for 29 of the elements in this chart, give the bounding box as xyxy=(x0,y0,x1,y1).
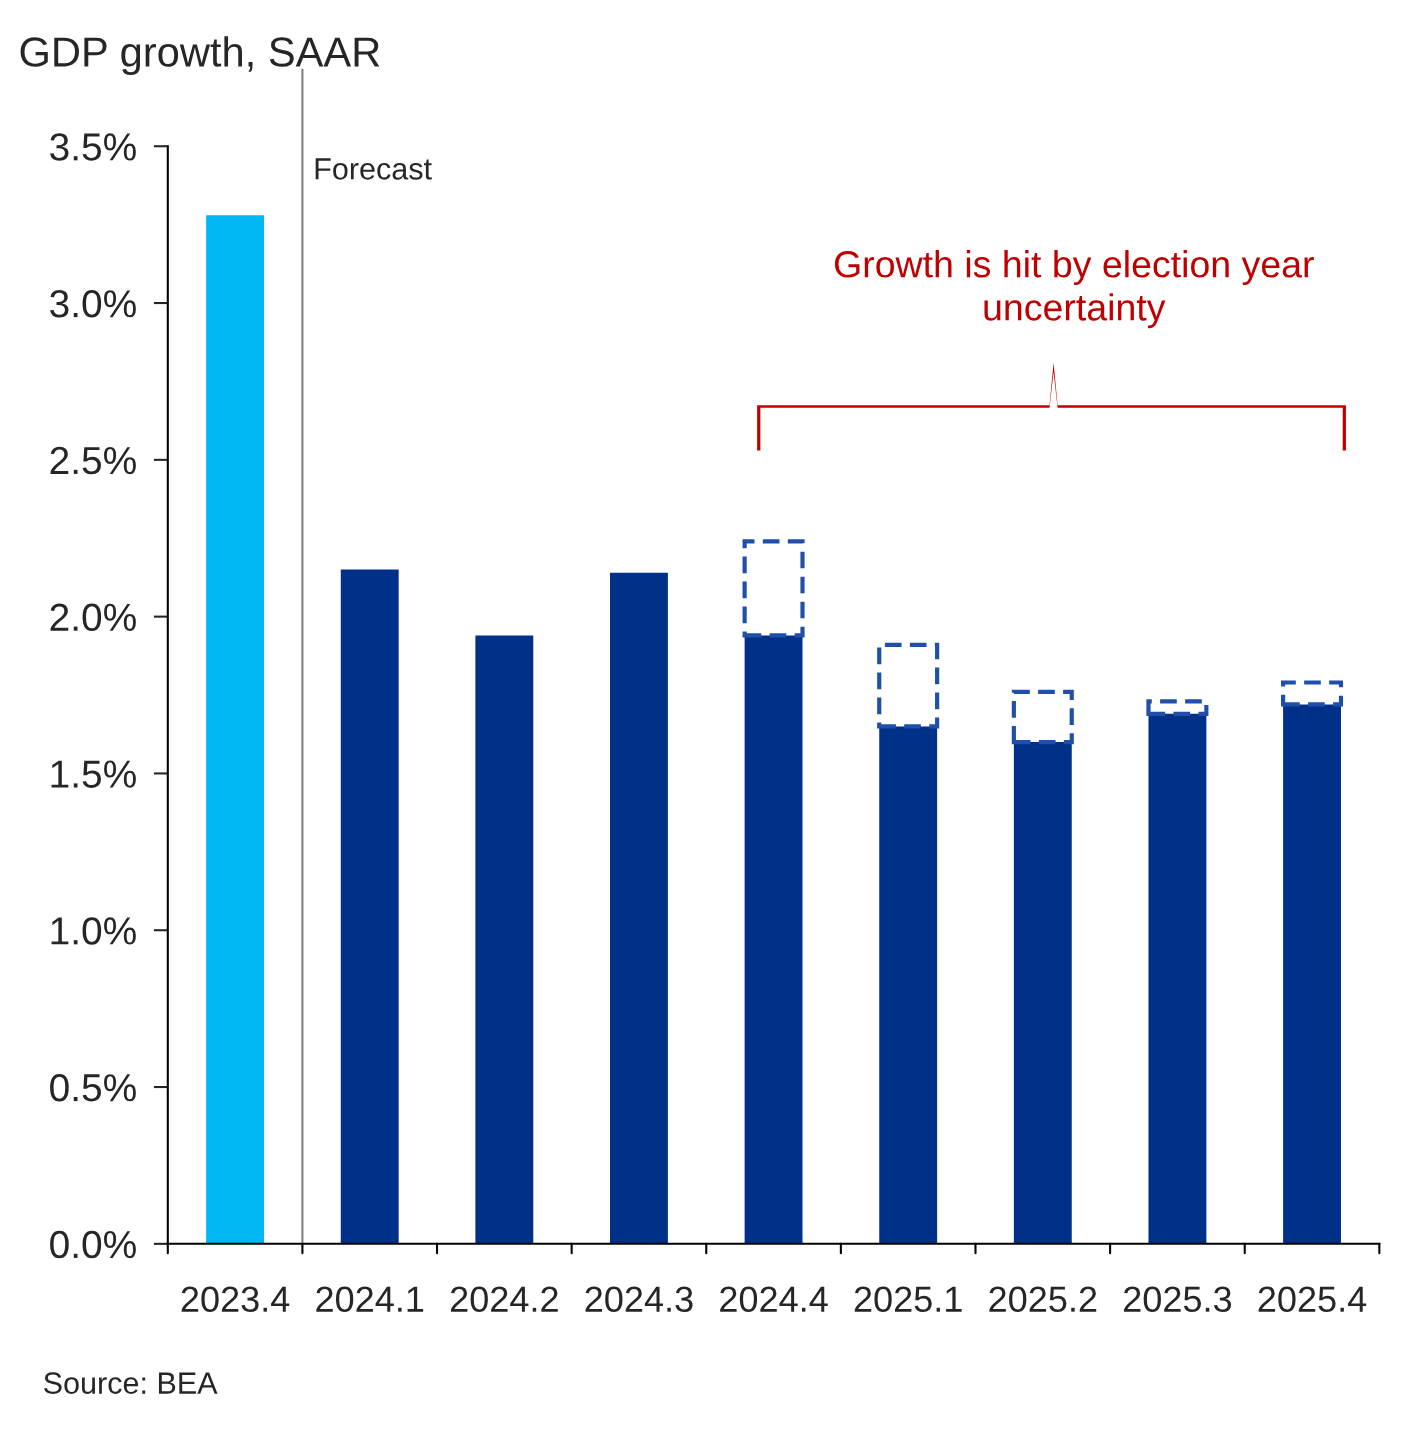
y-tick-label: 3.5% xyxy=(50,133,136,161)
annotation: Forecast xyxy=(315,158,432,180)
y-tick-label: 1.5% xyxy=(51,760,136,788)
x-tick-label: 2024.1 xyxy=(316,1286,424,1313)
x-tick-label: 2025.3 xyxy=(1124,1286,1232,1313)
y-tick-label: 3.0% xyxy=(50,289,136,318)
bar xyxy=(340,569,399,1244)
x-tick-label: 2023.4 xyxy=(181,1286,290,1313)
y-tick-label: 0.0% xyxy=(50,1230,136,1259)
bar xyxy=(206,215,265,1244)
bar xyxy=(610,572,668,1244)
x-tick-label: 2025.2 xyxy=(989,1286,1097,1313)
bar xyxy=(744,635,803,1244)
x-tick-label: 2025.4 xyxy=(1258,1286,1367,1313)
y-tick-label: 1.0% xyxy=(51,917,136,945)
bar xyxy=(1013,742,1072,1244)
bar xyxy=(879,726,938,1244)
source-note: Source: BEA xyxy=(44,1372,218,1394)
chart-title: GDP growth, SAAR xyxy=(20,36,380,76)
annotation: Growth is hit by election year uncertainty xyxy=(834,250,1314,329)
y-tick-label: 2.0% xyxy=(50,603,136,632)
x-tick-label: 2024.3 xyxy=(585,1286,693,1313)
x-tick-label: 2024.2 xyxy=(450,1286,558,1313)
bar xyxy=(475,635,534,1244)
y-tick-label: 0.5% xyxy=(50,1073,136,1102)
bar xyxy=(1148,713,1207,1244)
x-tick-label: 2024.4 xyxy=(720,1286,828,1313)
x-tick-label: 2025.1 xyxy=(854,1286,962,1313)
y-tick-label: 2.5% xyxy=(50,446,136,475)
